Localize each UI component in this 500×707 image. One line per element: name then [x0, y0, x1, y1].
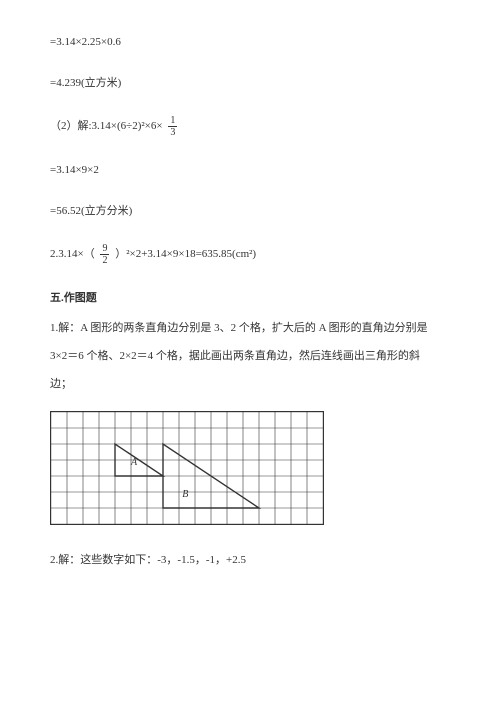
triangle-grid-svg: AB — [50, 411, 324, 525]
q2-para: 2.解：这些数字如下：-3，-1.5，-1，+2.5 — [50, 549, 450, 571]
section-5-title: 五.作图题 — [50, 290, 450, 307]
q1-para-3: 边； — [50, 373, 450, 395]
svg-text:A: A — [130, 456, 138, 467]
equation-line-1: =3.14×2.25×0.6 — [50, 34, 450, 51]
q1-para-1: 1.解：A 图形的两条直角边分别是 3、2 个格，扩大后的 A 图形的直角边分别… — [50, 317, 450, 339]
eq6-text-b: ）²×2+3.14×9×18=635.85(cm²) — [115, 248, 256, 260]
equation-line-5: =56.52(立方分米) — [50, 203, 450, 220]
equation-line-4: =3.14×9×2 — [50, 162, 450, 179]
fraction-2: 9 2 — [100, 243, 109, 266]
equation-line-6: 2.3.14×（ 9 2 ）²×2+3.14×9×18=635.85(cm²) — [50, 243, 450, 266]
eq3-text: （2）解:3.14×(6÷2)²×6× — [50, 120, 163, 132]
equation-line-2: =4.239(立方米) — [50, 75, 450, 92]
equation-line-3: （2）解:3.14×(6÷2)²×6× 1 3 — [50, 115, 450, 138]
fraction-1-den: 3 — [168, 126, 177, 138]
fraction-2-den: 2 — [100, 254, 109, 266]
q1-para-2: 3×2＝6 个格、2×2＝4 个格，据此画出两条直角边，然后连线画出三角形的斜 — [50, 345, 450, 367]
svg-text:B: B — [182, 488, 188, 499]
fraction-1: 1 3 — [168, 115, 177, 138]
fraction-2-num: 9 — [100, 243, 109, 254]
page: =3.14×2.25×0.6 =4.239(立方米) （2）解:3.14×(6÷… — [0, 0, 500, 607]
eq6-text-a: 2.3.14×（ — [50, 248, 95, 260]
fraction-1-num: 1 — [168, 115, 177, 126]
grid-figure: AB — [50, 411, 450, 525]
